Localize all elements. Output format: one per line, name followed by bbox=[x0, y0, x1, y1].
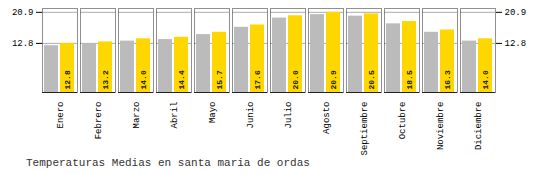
svg-text:Agosto: Agosto bbox=[322, 102, 332, 134]
svg-text:20.9: 20.9 bbox=[329, 70, 338, 89]
svg-text:14.4: 14.4 bbox=[177, 70, 186, 89]
svg-text:20.9: 20.9 bbox=[505, 8, 527, 18]
svg-text:Mayo: Mayo bbox=[208, 102, 218, 124]
svg-text:Septiembre: Septiembre bbox=[360, 102, 370, 156]
svg-text:20.5: 20.5 bbox=[367, 70, 376, 89]
svg-text:16.3: 16.3 bbox=[443, 70, 452, 89]
html-text:Temperaturas Medias en santa m: Temperaturas Medias en santa maria de or… bbox=[26, 157, 310, 169]
svg-text:Febrero: Febrero bbox=[94, 102, 104, 140]
svg-text:15.7: 15.7 bbox=[215, 70, 224, 89]
svg-text:14.0: 14.0 bbox=[481, 70, 490, 89]
svg-text:12.8: 12.8 bbox=[505, 39, 527, 49]
svg-text:Noviembre: Noviembre bbox=[436, 102, 446, 151]
svg-text:13.2: 13.2 bbox=[101, 70, 110, 89]
svg-text:Junio: Junio bbox=[246, 102, 256, 129]
svg-text:Enero: Enero bbox=[56, 102, 66, 129]
svg-text:Julio: Julio bbox=[284, 102, 294, 129]
svg-text:Abril: Abril bbox=[170, 102, 180, 129]
svg-text:18.5: 18.5 bbox=[405, 70, 414, 89]
svg-text:12.8: 12.8 bbox=[12, 39, 34, 49]
svg-text:Marzo: Marzo bbox=[132, 102, 142, 129]
svg-text:12.8: 12.8 bbox=[63, 70, 72, 89]
svg-text:20.9: 20.9 bbox=[12, 8, 34, 18]
svg-text:17.6: 17.6 bbox=[253, 70, 262, 89]
svg-text:20.0: 20.0 bbox=[291, 70, 300, 89]
svg-text:Diciembre: Diciembre bbox=[474, 102, 484, 151]
svg-text:14.0: 14.0 bbox=[139, 70, 148, 89]
svg-text:Octubre: Octubre bbox=[398, 102, 408, 140]
